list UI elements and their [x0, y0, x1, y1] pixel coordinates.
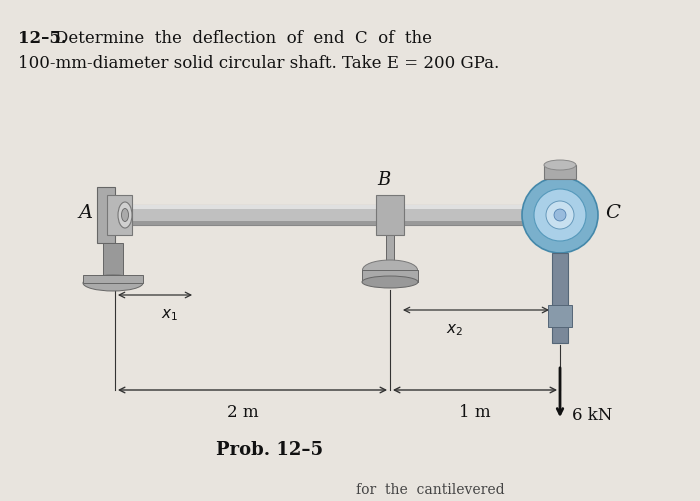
Circle shape — [546, 201, 574, 229]
Ellipse shape — [544, 160, 576, 170]
Text: A: A — [79, 204, 93, 222]
Bar — [103, 243, 123, 283]
Text: C: C — [605, 204, 620, 222]
Text: 1 m: 1 m — [459, 404, 491, 421]
Ellipse shape — [83, 275, 143, 291]
Bar — [115, 221, 560, 225]
Bar — [386, 235, 394, 270]
Bar — [552, 253, 568, 343]
Text: 100-mm-diameter solid circular shaft. Take E = 200 GPa.: 100-mm-diameter solid circular shaft. Ta… — [18, 55, 499, 72]
Bar — [544, 165, 576, 179]
Text: Prob. 12–5: Prob. 12–5 — [216, 441, 323, 459]
Text: 2 m: 2 m — [227, 404, 258, 421]
Text: for  the  cantilevered: for the cantilevered — [356, 483, 504, 497]
Text: $x_1$: $x_1$ — [162, 307, 178, 323]
Bar — [362, 270, 418, 282]
Text: 6 kN: 6 kN — [572, 406, 612, 423]
Bar — [107, 195, 132, 235]
Bar — [83, 275, 143, 283]
Circle shape — [534, 189, 586, 241]
Bar — [97, 187, 115, 243]
Text: B: B — [377, 171, 391, 189]
Bar — [376, 195, 404, 235]
Bar — [115, 205, 560, 225]
Ellipse shape — [118, 202, 132, 228]
Ellipse shape — [122, 208, 129, 221]
Circle shape — [522, 177, 598, 253]
Text: Determine  the  deflection  of  end  C  of  the: Determine the deflection of end C of the — [55, 30, 432, 47]
Ellipse shape — [363, 260, 417, 280]
Ellipse shape — [362, 276, 418, 288]
Bar — [115, 205, 560, 209]
Bar — [548, 305, 572, 327]
Text: 12–5.: 12–5. — [18, 30, 66, 47]
Text: $x_2$: $x_2$ — [447, 322, 463, 338]
Circle shape — [554, 209, 566, 221]
